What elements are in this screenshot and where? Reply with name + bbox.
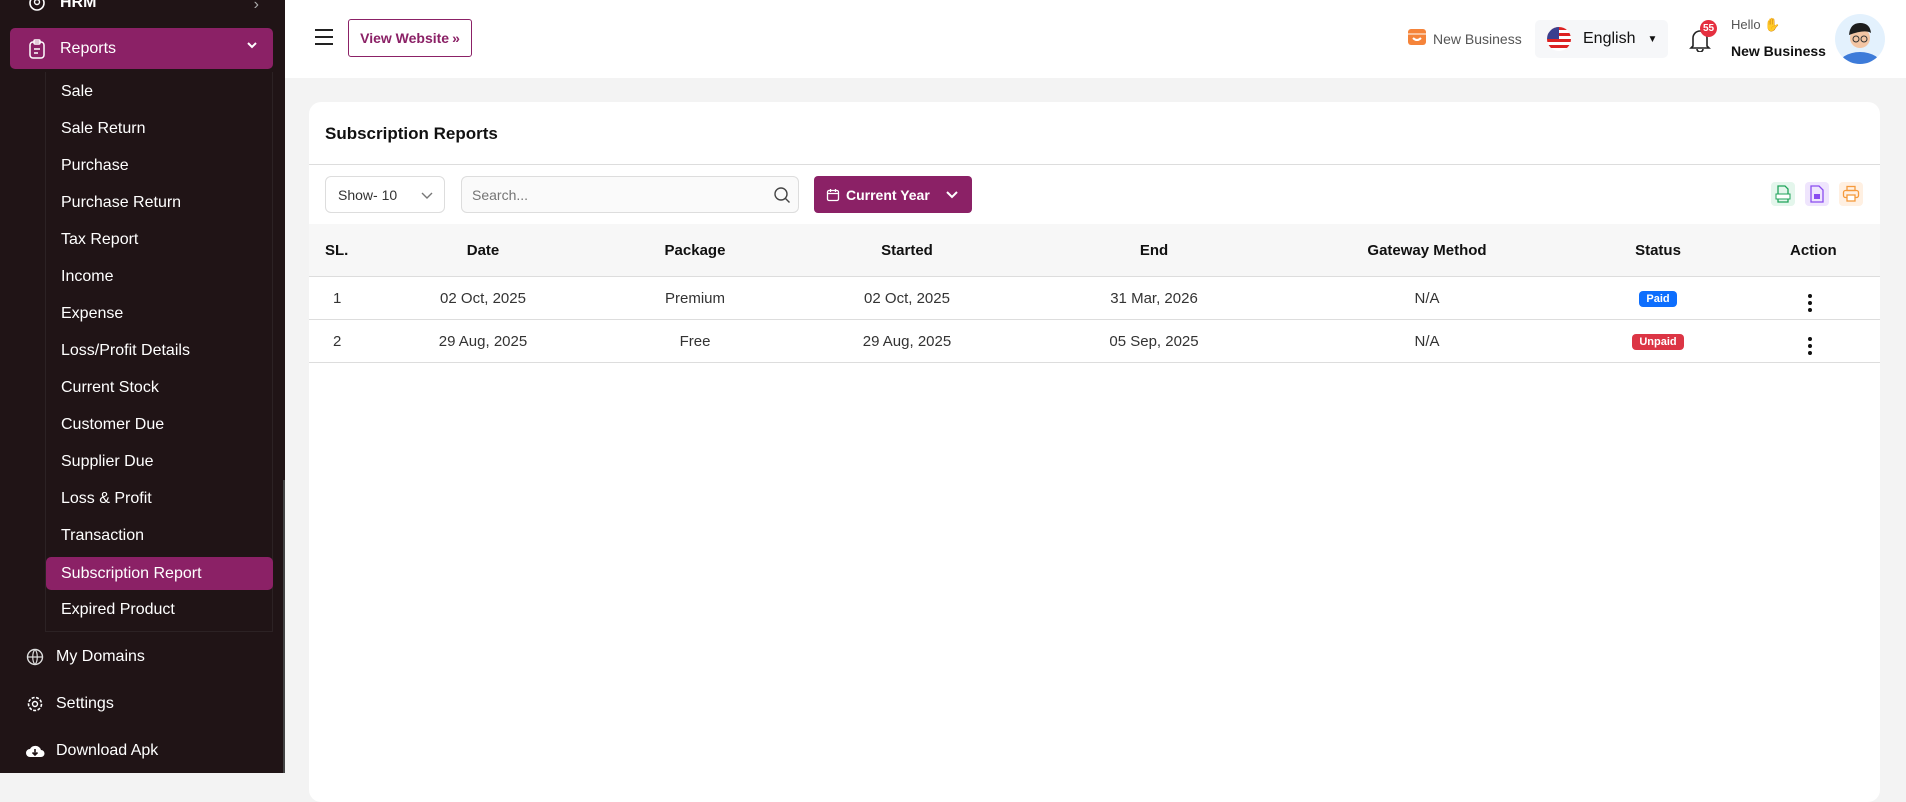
chevron-down-icon [946,191,958,199]
submenu-item[interactable]: Customer Due [61,415,165,433]
column-header: End [1139,241,1169,259]
table-row: 2 29 Aug, 2025 Free 29 Aug, 2025 05 Sep,… [309,320,1880,363]
sidebar: HRM › Reports Sale Sale Return Purchase … [0,0,285,773]
greeting: Hello ✋ [1731,17,1781,32]
view-website-button[interactable]: View Website » [348,19,472,57]
export-csv-button[interactable] [1771,182,1795,206]
cell-started: 02 Oct, 2025 [864,289,950,307]
table-header: SL. Date Package Started End Gateway Met… [309,224,1880,277]
submenu-item[interactable]: Tax Report [61,230,139,248]
user-name: New Business [1731,43,1826,59]
export-excel-button[interactable] [1805,182,1829,206]
cell-gateway: N/A [1414,289,1440,307]
page-title: Subscription Reports [325,124,498,143]
globe-icon [24,648,46,666]
submenu-item[interactable]: Transaction [61,526,144,544]
submenu-item[interactable]: Loss & Profit [61,489,152,507]
column-header: Action [1790,241,1837,259]
sidebar-item-reports[interactable]: Reports [10,28,273,69]
sidebar-item-label: Reports [60,39,117,57]
column-header: Package [664,241,726,259]
gear-users-icon [26,0,48,14]
cell-sl: 2 [333,332,342,350]
subscription-reports-card: Subscription Reports Show- 10 Current Ye… [309,102,1880,802]
gear-icon [24,695,46,713]
submenu-item[interactable]: Sale [61,82,94,100]
cell-gateway: N/A [1414,332,1440,350]
business-name: New Business [1433,30,1522,47]
column-header: Status [1635,241,1681,259]
sidebar-item-label: Download Apk [56,742,159,759]
show-entries-label: Show- 10 [338,186,398,203]
business-link[interactable]: New Business [1407,27,1522,50]
printer-icon [1842,185,1860,202]
search-icon[interactable] [773,186,791,209]
sidebar-item-settings[interactable]: Settings [24,695,114,713]
reports-submenu: Sale Sale Return Purchase Purchase Retur… [45,72,273,632]
cell-end: 05 Sep, 2025 [1109,332,1199,350]
status-badge: Unpaid [1632,334,1684,350]
divider [309,164,1880,165]
cell-end: 31 Mar, 2026 [1110,289,1198,307]
date-filter-label: Current Year [846,186,930,203]
sidebar-scrollbar[interactable] [283,480,285,773]
submenu-item-active[interactable]: Subscription Report [46,557,273,590]
cell-sl: 1 [333,289,342,307]
search-input[interactable] [461,176,799,213]
sidebar-item-download-apk[interactable]: Download Apk [24,742,158,760]
notification-badge: 55 [1700,20,1717,37]
table-row: 1 02 Oct, 2025 Premium 02 Oct, 2025 31 M… [309,277,1880,320]
show-entries-select[interactable]: Show- 10 [325,176,445,213]
column-header: Started [881,241,933,259]
submenu-item[interactable]: Expired Product [61,600,175,618]
column-header: SL. [325,241,349,259]
cell-started: 29 Aug, 2025 [862,332,952,350]
print-button[interactable] [1839,182,1863,206]
wave-hand-icon: ✋ [1764,17,1781,32]
submenu-item[interactable]: Supplier Due [61,452,154,470]
avatar[interactable] [1835,14,1885,64]
menu-toggle-icon[interactable] [315,29,333,45]
submenu-item[interactable]: Sale Return [61,119,146,137]
excel-icon [1810,185,1824,203]
column-header: Gateway Method [1367,241,1487,259]
cell-package: Premium [664,289,725,307]
language-label: English [1583,30,1636,47]
submenu-item[interactable]: Current Stock [61,378,159,396]
sidebar-item-label: HRM [60,0,97,11]
chevron-down-icon [421,192,433,199]
us-flag-icon [1547,27,1571,51]
chevron-right-icon: › [253,0,259,13]
cell-date: 29 Aug, 2025 [438,332,528,350]
submenu-item[interactable]: Loss/Profit Details [61,341,190,359]
submenu-item[interactable]: Expense [61,304,124,322]
status-badge: Paid [1639,291,1677,307]
double-chevron-right-icon: » [452,30,460,46]
top-header: View Website » New Business English ▼ 55… [285,0,1906,78]
view-website-label: View Website [360,30,450,46]
submenu-item[interactable]: Purchase [61,156,129,174]
sidebar-item-hrm[interactable]: HRM › [10,0,273,23]
sidebar-item-my-domains[interactable]: My Domains [24,648,145,666]
more-vertical-icon[interactable] [1808,293,1812,312]
language-select[interactable]: English ▼ [1535,20,1668,58]
sidebar-item-label: My Domains [56,648,145,665]
clipboard-icon [26,38,48,60]
sidebar-item-label: Settings [56,695,114,712]
column-header: Date [466,241,500,259]
submenu-item[interactable]: Purchase Return [61,193,182,211]
calendar-icon [826,188,840,201]
cloud-download-icon [24,743,46,759]
csv-icon [1775,185,1791,203]
caret-down-icon: ▼ [1647,33,1658,45]
cell-date: 02 Oct, 2025 [440,289,526,307]
more-vertical-icon[interactable] [1808,336,1812,355]
submenu-item[interactable]: Income [61,267,114,285]
date-filter-button[interactable]: Current Year [814,176,972,213]
store-icon [1407,27,1427,50]
cell-package: Free [679,332,711,350]
chevron-down-icon [245,38,259,57]
